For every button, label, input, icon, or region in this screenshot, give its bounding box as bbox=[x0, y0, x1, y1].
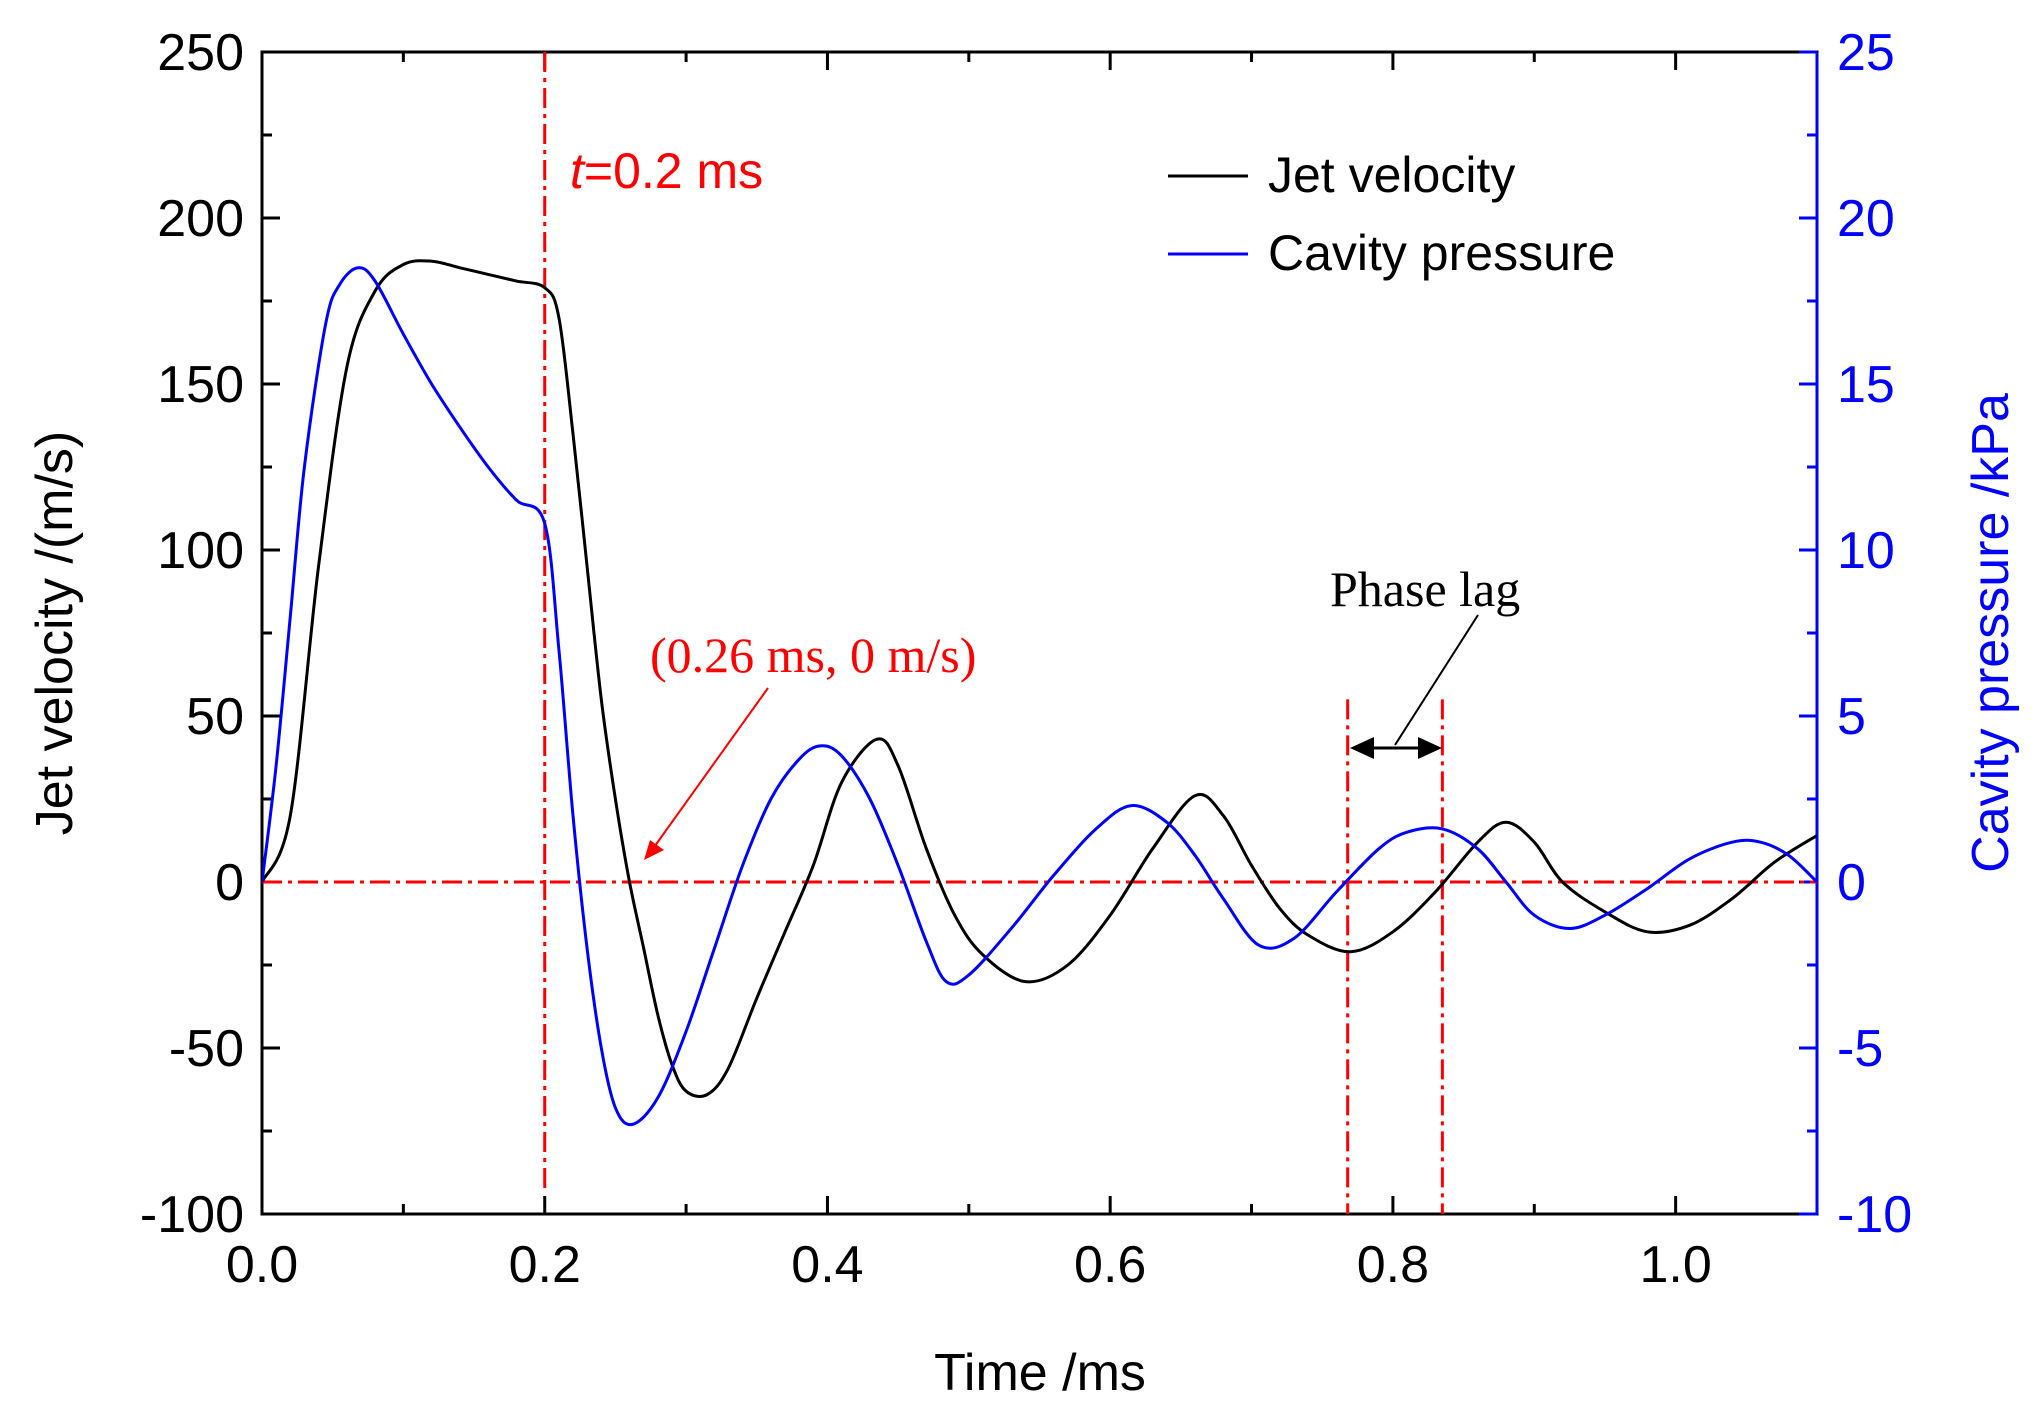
y-right-tick-label: 15 bbox=[1837, 356, 1895, 414]
y-axis-title-right: Cavity pressure /kPa bbox=[1962, 393, 2020, 873]
x-tick-label: 1.0 bbox=[1639, 1236, 1711, 1294]
x-tick-label: 0.2 bbox=[509, 1236, 581, 1294]
x-axis-title: Time /ms bbox=[934, 1344, 1146, 1402]
y-left-tick-label: -100 bbox=[140, 1186, 244, 1244]
y-right-tick-label: 10 bbox=[1837, 522, 1895, 580]
y-right-tick-label: -5 bbox=[1837, 1020, 1883, 1078]
phase-lag-double-arrow bbox=[1350, 737, 1442, 759]
t-marker-italic: t bbox=[570, 143, 586, 199]
y-left-tick-label: 100 bbox=[157, 522, 244, 580]
y-right-tick-label: 0 bbox=[1837, 854, 1866, 912]
y-right-tick-label: 5 bbox=[1837, 688, 1866, 746]
y-left-tick-label: 150 bbox=[157, 356, 244, 414]
y-right-tick-label: 25 bbox=[1837, 24, 1895, 82]
annotation-lines bbox=[262, 52, 1817, 1214]
y-left-tick-label: 200 bbox=[157, 190, 244, 248]
y-right-tick-label: 20 bbox=[1837, 190, 1895, 248]
zero-point-arrow bbox=[651, 687, 769, 851]
ticks-layer: 0.0 0.2 0.4 0.6 0.8 1.0250200150100500-50-100… bbox=[140, 24, 1912, 1294]
series-line-cavity-pressure bbox=[262, 266, 1817, 1127]
y-left-tick-label: 0 bbox=[215, 854, 244, 912]
y-axis-title-left: Jet velocity /(m/s) bbox=[26, 431, 84, 836]
x-tick-label: 0.6 bbox=[1074, 1236, 1146, 1294]
x-tick-label: 0.0 bbox=[226, 1236, 298, 1294]
legend: Jet velocity Cavity pressure bbox=[1168, 147, 1615, 281]
y-left-tick-label: 250 bbox=[157, 24, 244, 82]
legend-label-jet-velocity: Jet velocity bbox=[1268, 147, 1515, 203]
phase-lag-label: Phase lag bbox=[1330, 561, 1520, 617]
x-tick-label: 0.8 bbox=[1357, 1236, 1429, 1294]
t-marker-text: =0.2 ms bbox=[584, 143, 763, 199]
x-tick-label: 0.4 bbox=[791, 1236, 863, 1294]
y-right-tick-label: -10 bbox=[1837, 1186, 1912, 1244]
y-left-tick-label: -50 bbox=[169, 1020, 244, 1078]
phase-lag-leader bbox=[1394, 614, 1479, 746]
zero-point-arrowhead bbox=[644, 840, 664, 860]
series-line-jet-velocity bbox=[262, 259, 1817, 1098]
zero-point-label: (0.26 ms, 0 m/s) bbox=[650, 627, 976, 683]
y-left-tick-label: 50 bbox=[186, 688, 244, 746]
legend-label-cavity-pressure: Cavity pressure bbox=[1268, 225, 1615, 281]
t-marker-label: t=0.2 ms bbox=[570, 143, 763, 199]
